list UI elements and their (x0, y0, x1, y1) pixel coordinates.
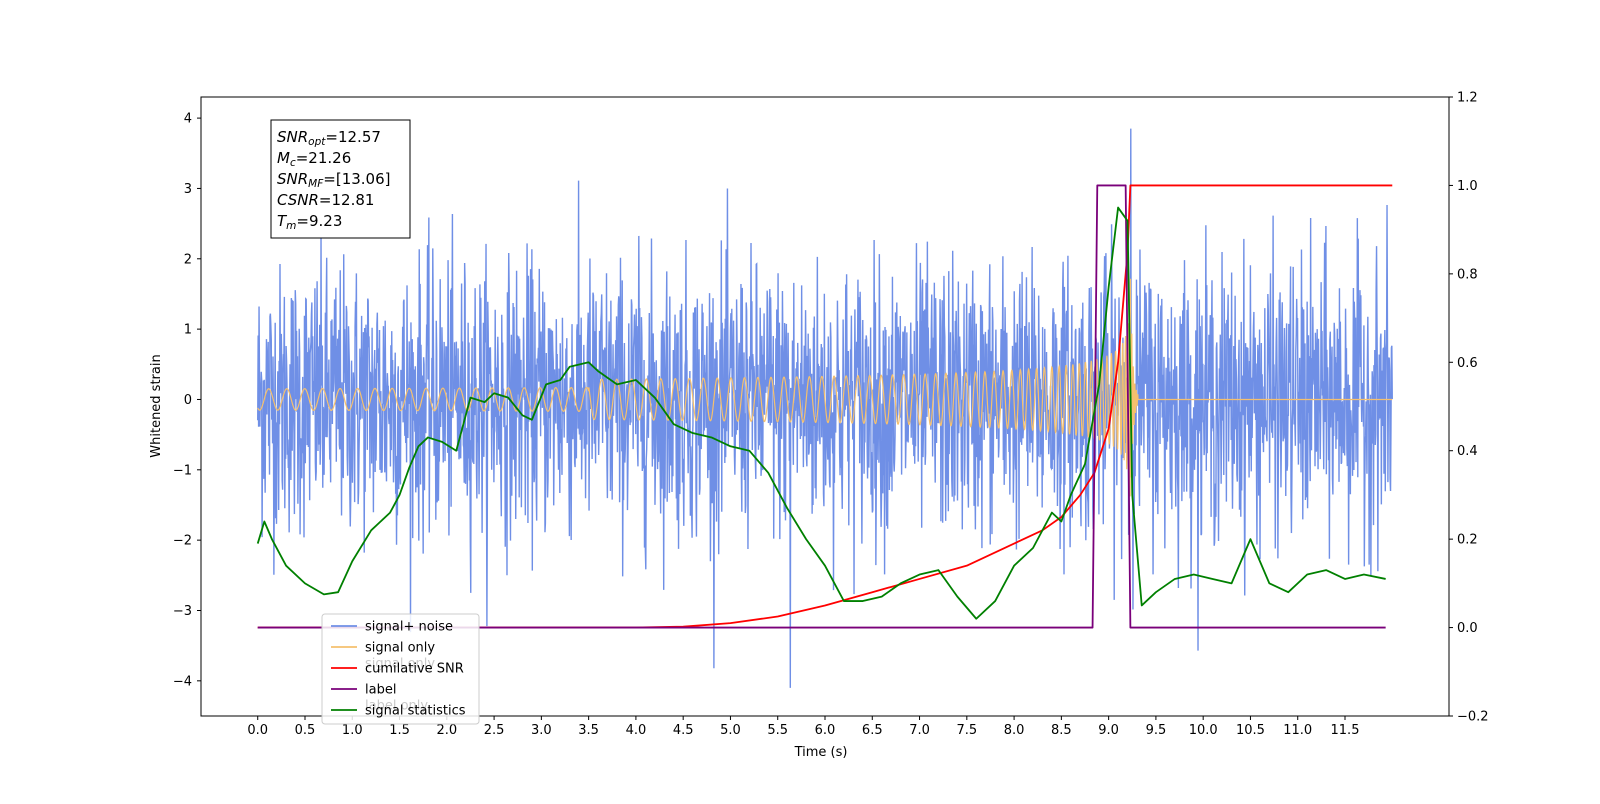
y-right-tick-label: 0.0 (1457, 621, 1478, 636)
x-tick-label: 2.5 (484, 723, 505, 738)
y-right-tick-label: 1.0 (1457, 179, 1478, 194)
x-tick-label: 0.0 (247, 723, 268, 738)
legend-label: signal only (365, 641, 435, 656)
y-right-tick-label: 0.2 (1457, 533, 1478, 548)
y-axis-left: 4 3 2 1 0 −1 −2 −3 −4 (173, 112, 201, 689)
x-tick-label: 8.5 (1051, 723, 1072, 738)
x-tick-label: 11.0 (1283, 723, 1312, 738)
y-axis-right: 1.2 1.0 0.8 0.6 0.4 0.2 0.0 −0.2 (1449, 91, 1489, 725)
legend-label: signal+ noise (365, 620, 453, 635)
y-axis-label: Whitened strain (149, 354, 164, 457)
legend-item: signal only (331, 641, 435, 656)
info-line: Tm=9.23 (277, 212, 342, 232)
legend-label: cumilative SNR (365, 662, 464, 677)
x-tick-label: 2.0 (436, 723, 457, 738)
x-tick-label: 4.0 (626, 723, 647, 738)
legend-item: signal statistics (331, 704, 466, 719)
x-tick-label: 0.5 (295, 723, 316, 738)
x-tick-label: 1.0 (342, 723, 363, 738)
info-box: SNRopt=12.57Mc=21.26SNRMF=[13.06]CSNR=12… (270, 119, 411, 239)
info-line: SNRopt=12.57 (277, 128, 381, 148)
x-tick-label: 9.5 (1146, 723, 1167, 738)
y-left-tick-label: −2 (173, 534, 192, 549)
legend-item: cumilative SNR (331, 662, 464, 677)
y-left-tick-label: −4 (173, 674, 192, 689)
x-axis-label: Time (s) (794, 745, 848, 760)
x-tick-label: 7.5 (956, 723, 977, 738)
series-signal-only-line (257, 278, 1393, 497)
y-right-tick-label: −0.2 (1457, 710, 1489, 725)
legend-label: label (365, 683, 396, 698)
x-tick-label: 7.0 (909, 723, 930, 738)
legend: signal only label only signal+ noise signa… (321, 613, 480, 725)
legend-item: signal+ noise (331, 620, 453, 635)
legend-label: signal statistics (365, 704, 466, 719)
series-label-line (257, 184, 1386, 629)
x-tick-label: 3.5 (578, 723, 599, 738)
x-tick-label: 8.0 (1004, 723, 1025, 738)
legend-hidden-text: label only (365, 699, 428, 714)
legend-frame (321, 613, 480, 725)
x-tick-label: 3.0 (531, 723, 552, 738)
y-right-tick-label: 1.2 (1457, 91, 1478, 106)
legend-item: label (331, 683, 396, 698)
x-tick-label: 6.0 (815, 723, 836, 738)
series-signal-noise-line (257, 128, 1393, 688)
x-tick-label: 6.5 (862, 723, 883, 738)
y-left-tick-label: −3 (173, 604, 192, 619)
y-left-tick-label: 1 (184, 323, 192, 338)
y-left-tick-label: 2 (184, 252, 192, 267)
y-right-tick-label: 0.4 (1457, 444, 1478, 459)
info-line: CSNR=12.81 (277, 191, 374, 209)
x-tick-label: 9.0 (1098, 723, 1119, 738)
y-left-tick-label: 4 (184, 112, 192, 127)
y-right-tick-label: 0.8 (1457, 267, 1478, 282)
x-axis: 0.0 0.5 1.0 1.5 2.0 2.5 3.0 3.5 4.0 4.5 5.0 5.5 6.0 6… (247, 716, 1359, 738)
x-tick-label: 1.5 (389, 723, 410, 738)
info-line: SNRMF=[13.06] (277, 170, 391, 190)
series-cumilative-snr-line (257, 184, 1393, 629)
x-tick-label: 5.0 (720, 723, 741, 738)
x-tick-label: 4.5 (673, 723, 694, 738)
series-signal-statistics-line (256, 206, 1386, 620)
x-tick-label: 11.5 (1331, 723, 1360, 738)
legend-hidden-text: signal only (365, 657, 435, 672)
series-layer (256, 128, 1393, 688)
y-left-tick-label: −1 (173, 463, 192, 478)
x-tick-label: 5.5 (767, 723, 788, 738)
y-left-tick-label: 3 (184, 182, 192, 197)
y-left-tick-label: 0 (184, 393, 192, 408)
info-line: Mc=21.26 (277, 149, 351, 169)
y-right-tick-label: 0.6 (1457, 356, 1478, 371)
x-tick-label: 10.0 (1189, 723, 1218, 738)
info-box-frame (270, 119, 411, 239)
x-tick-label: 10.5 (1236, 723, 1265, 738)
